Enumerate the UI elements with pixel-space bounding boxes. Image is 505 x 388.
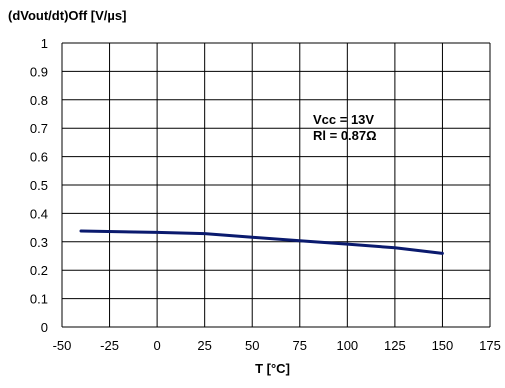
grid bbox=[61, 42, 491, 328]
annotation-box: Vcc = 13V Rl = 0.87Ω bbox=[313, 112, 377, 144]
x-tick-labels: -50 -25 0 25 50 75 100 125 150 175 bbox=[53, 338, 501, 353]
y-axis-label: (dVout/dt)Off [V/µs] bbox=[8, 8, 127, 23]
series-line bbox=[79, 229, 444, 255]
y-tick-label: 0.4 bbox=[30, 206, 48, 221]
x-tick-label: 125 bbox=[384, 338, 406, 353]
x-tick-label: 150 bbox=[432, 338, 454, 353]
x-tick-label: 25 bbox=[197, 338, 211, 353]
y-tick-label: 0.6 bbox=[30, 150, 48, 165]
x-tick-label: -25 bbox=[100, 338, 119, 353]
x-tick-label: 175 bbox=[479, 338, 501, 353]
y-tick-label: 0.8 bbox=[30, 93, 48, 108]
annotation-vcc: Vcc = 13V bbox=[313, 112, 375, 127]
x-tick-label: 50 bbox=[245, 338, 259, 353]
y-tick-label: 0 bbox=[41, 320, 48, 335]
y-tick-labels: 0 0.1 0.2 0.3 0.4 0.5 0.6 0.7 0.8 0.9 1 bbox=[30, 36, 48, 335]
y-tick-label: 0.7 bbox=[30, 121, 48, 136]
x-tick-label: 0 bbox=[153, 338, 160, 353]
annotation-rl: Rl = 0.87Ω bbox=[313, 128, 377, 143]
x-tick-label: -50 bbox=[53, 338, 72, 353]
y-tick-label: 1 bbox=[41, 36, 48, 51]
y-tick-label: 0.9 bbox=[30, 64, 48, 79]
y-tick-label: 0.2 bbox=[30, 263, 48, 278]
series-layer bbox=[79, 229, 444, 255]
y-tick-label: 0.1 bbox=[30, 292, 48, 307]
y-tick-label: 0.3 bbox=[30, 235, 48, 250]
x-tick-label: 100 bbox=[336, 338, 358, 353]
x-tick-label: 75 bbox=[293, 338, 307, 353]
y-tick-label: 0.5 bbox=[30, 178, 48, 193]
x-axis-label: T [°C] bbox=[255, 361, 290, 376]
